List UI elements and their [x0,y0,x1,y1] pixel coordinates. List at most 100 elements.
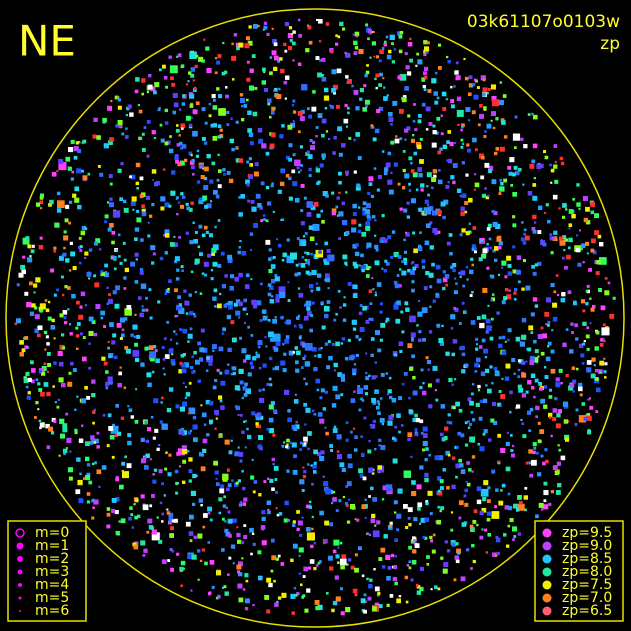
star-dot [172,110,177,115]
star-dot [338,191,341,195]
star-dot [136,187,139,190]
star-dot [521,287,525,291]
star-dot [473,94,479,100]
star-dot [257,127,263,133]
star-dot [325,277,331,283]
star-dot [239,240,242,243]
zp-symbol [542,541,552,551]
star-dot [508,289,511,292]
star-dot [370,518,376,524]
star-dot [521,393,527,398]
star-dot [422,382,425,385]
star-dot [432,227,438,233]
star-dot [461,125,464,129]
star-dot [388,189,394,195]
star-dot [145,439,149,443]
star-dot [281,218,285,221]
star-dot [455,475,458,479]
star-dot [491,469,496,474]
star-dot [491,179,497,185]
star-dot [140,238,144,242]
star-dot [154,82,160,88]
star-dot [146,90,150,94]
star-dot [272,333,281,342]
star-dot [552,316,558,322]
star-dot [118,233,121,237]
star-dot [424,199,429,204]
star-dot [320,303,323,306]
star-dot [531,459,537,466]
star-dot [265,239,271,245]
star-dot [166,140,171,145]
star-dot [212,385,217,390]
frame-id: 03k61107o0103w [467,12,620,32]
magnitude-label: m=2 [35,551,69,567]
star-dot [431,262,435,267]
star-dot [87,172,91,176]
star-dot [193,86,197,90]
star-dot [492,221,498,227]
star-dot [350,430,353,434]
star-dot [104,220,107,224]
star-dot [375,73,380,78]
star-dot [427,383,432,388]
star-dot [500,182,504,186]
star-dot [145,308,149,312]
star-dot [319,396,323,400]
star-dot [303,439,308,444]
star-dot [292,543,298,549]
star-dot [292,120,295,123]
star-dot [425,500,428,503]
star-dot [143,548,148,553]
star-dot [118,255,121,258]
star-dot [272,38,277,44]
star-dot [444,274,450,279]
star-dot [448,233,453,237]
star-dot [585,334,590,339]
star-dot [471,290,474,294]
star-dot [149,504,153,508]
star-dot [385,554,391,560]
star-dot [107,413,112,418]
star-dot [167,287,170,291]
star-dot [276,513,280,517]
star-dot [321,133,325,138]
star-dot [497,273,501,276]
star-dot [251,532,255,535]
star-dot [429,535,433,540]
star-dot [209,419,214,424]
star-dot [482,78,486,82]
star-dot [486,517,491,522]
star-dot [222,168,226,172]
star-dot [178,307,185,314]
star-dot [469,269,474,275]
star-dot [580,299,586,304]
star-dot [193,314,197,318]
star-dot [580,243,586,249]
star-dot [216,60,221,65]
star-dot [93,499,99,505]
star-dot [379,72,383,77]
star-dot [342,254,348,260]
star-dot [340,558,347,566]
star-dot [255,351,258,354]
star-dot [417,311,423,317]
star-dot [112,423,115,427]
star-dot [179,566,184,572]
star-dot [365,600,368,603]
star-dot [447,453,451,457]
star-dot [376,520,381,525]
star-dot [424,517,429,522]
star-dot [360,598,366,604]
star-dot [313,367,318,372]
star-dot [498,336,502,340]
star-dot [491,96,497,101]
star-dot [165,85,168,89]
star-dot [431,186,434,190]
star-dot [365,104,368,108]
star-dot [510,184,514,187]
star-dot [394,138,400,144]
star-dot [35,202,41,207]
star-dot [457,431,462,436]
star-dot [476,523,479,527]
